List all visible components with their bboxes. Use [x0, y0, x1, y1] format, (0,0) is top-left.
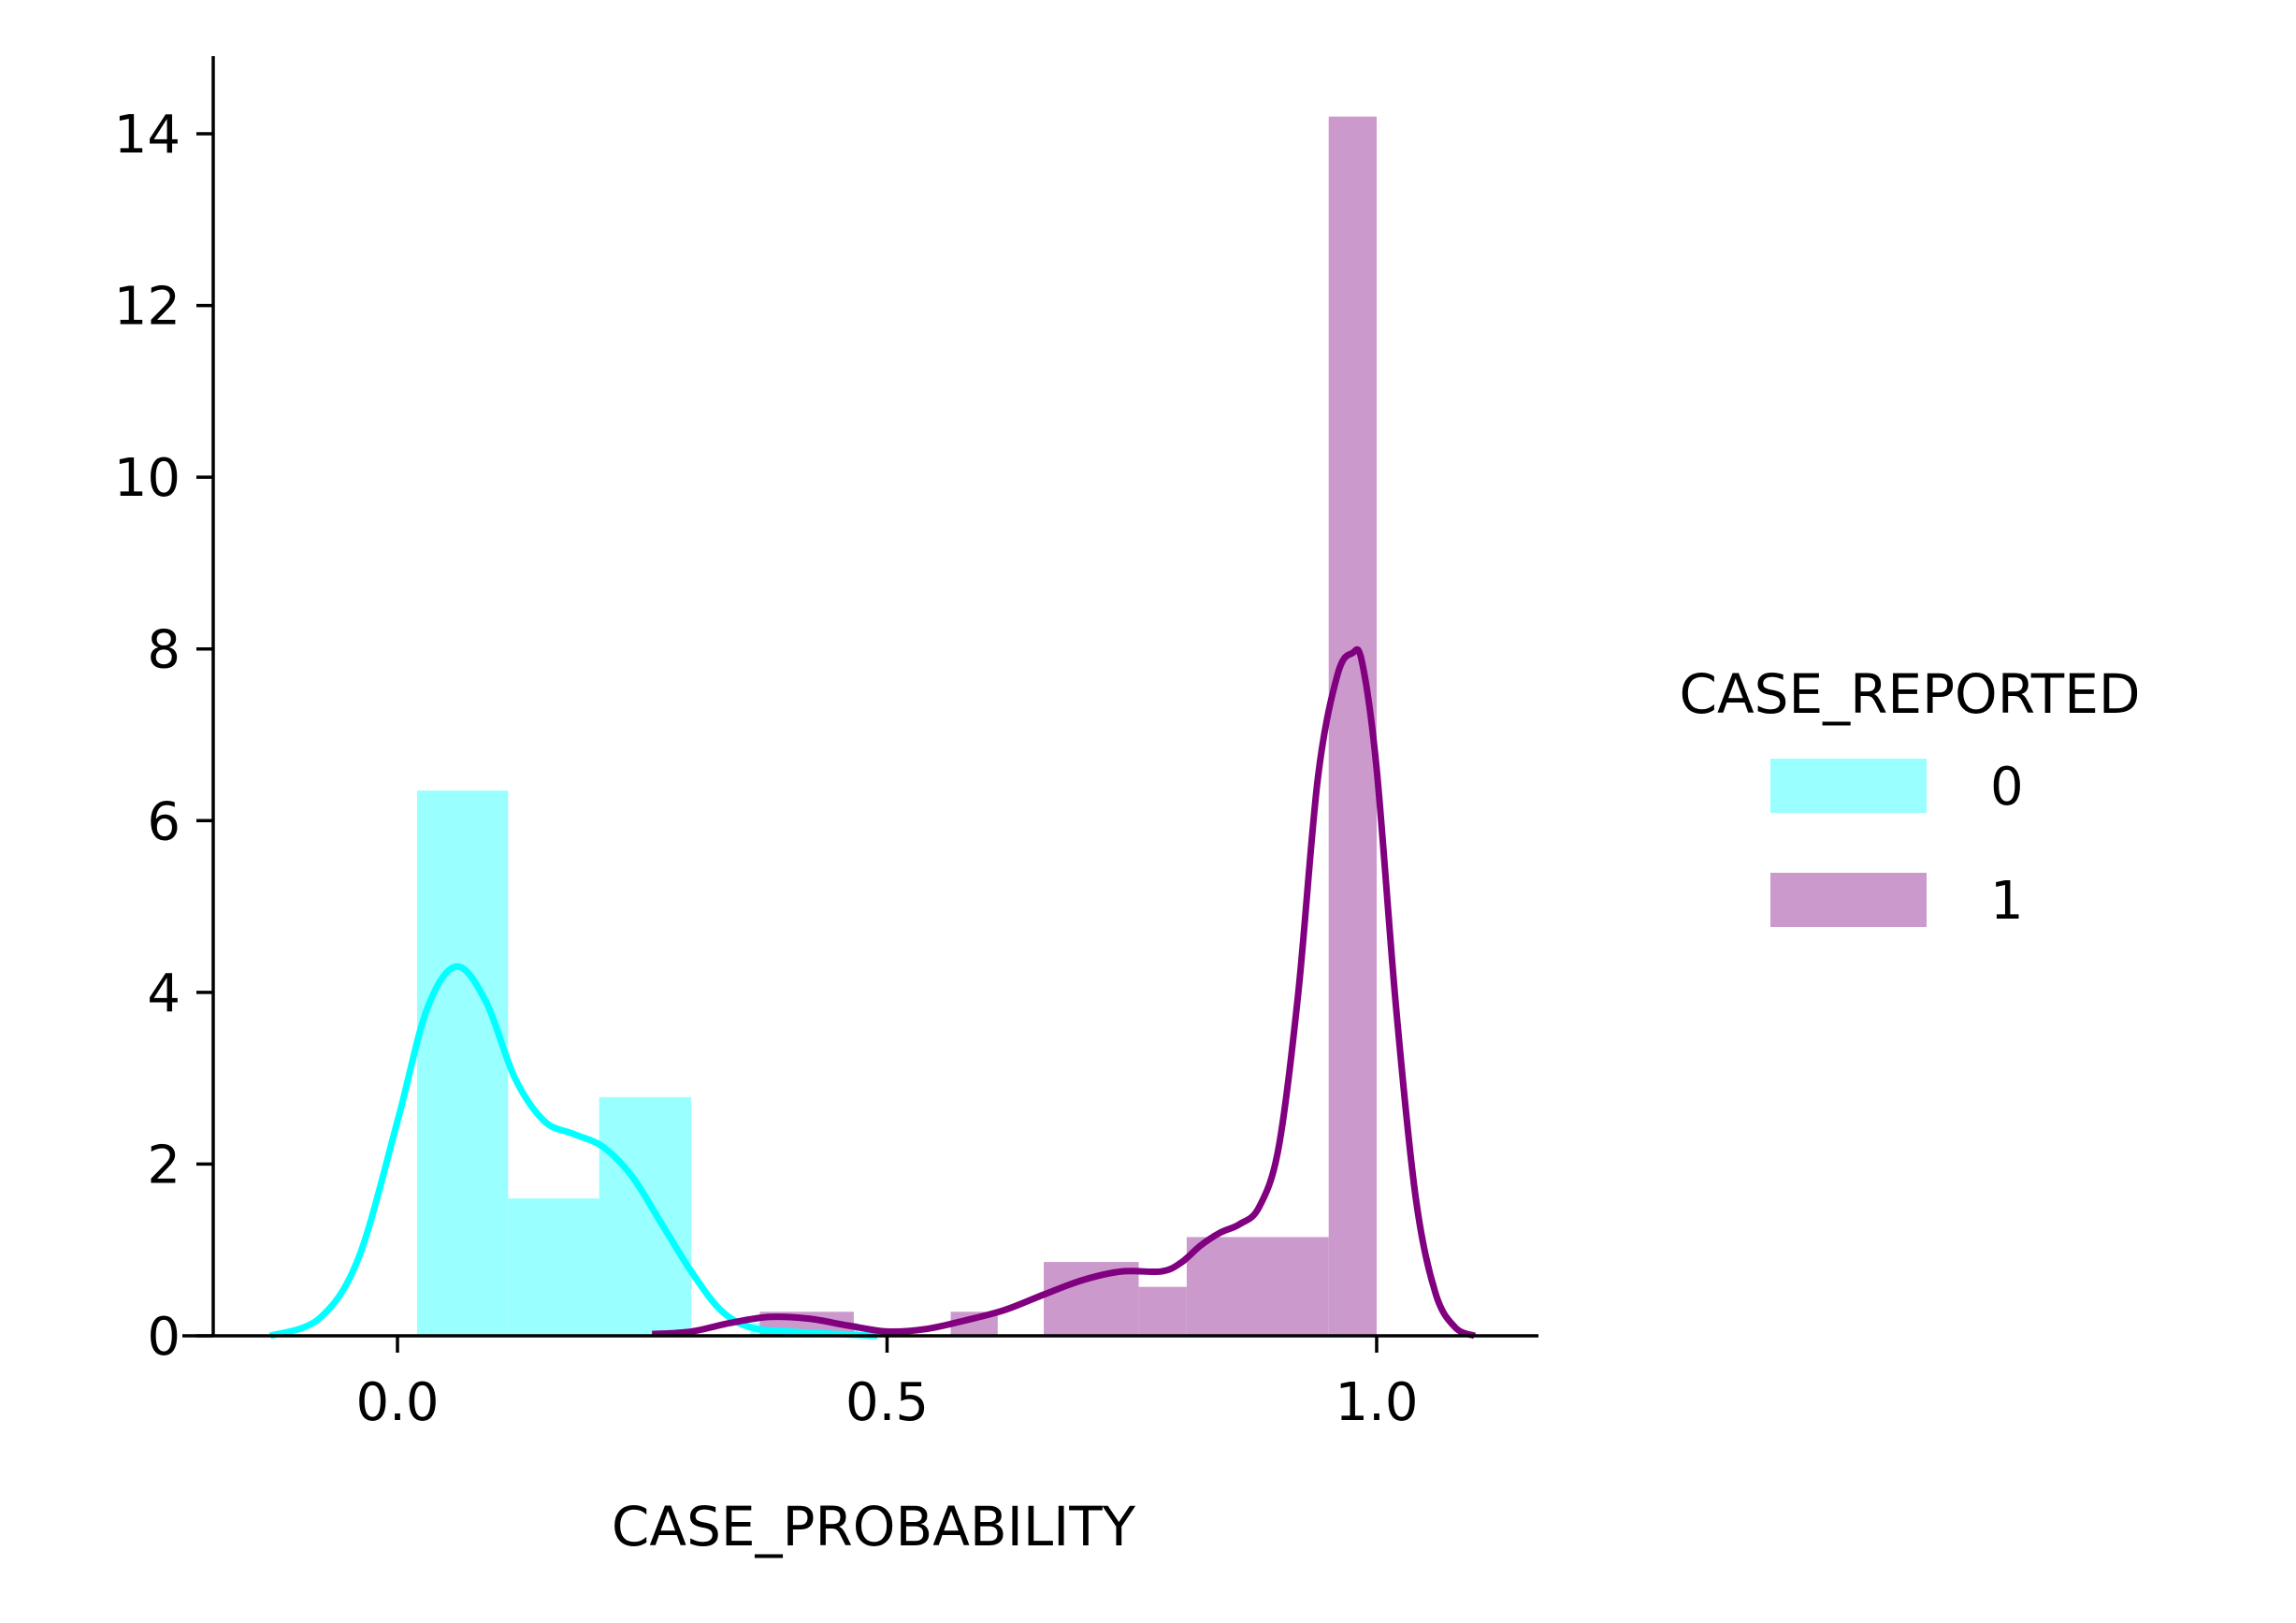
legend-swatch-0 [1770, 759, 1927, 813]
x-tick-label-0.0: 0.0 [355, 1372, 439, 1433]
y-tick-label-14: 14 [114, 105, 181, 166]
x-axis-label: CASE_PROBABILITY [612, 1495, 1136, 1558]
y-tick-label-4: 4 [147, 964, 181, 1024]
x-tick-label-1.0: 1.0 [1335, 1372, 1418, 1433]
legend: CASE_REPORTED 0 1 [1679, 662, 2140, 932]
bar-series-1-bin-4 [1186, 1237, 1329, 1336]
legend-label-0: 0 [1990, 757, 2024, 818]
bar-series-1-bin-3 [1138, 1286, 1187, 1336]
y-tick-label-12: 12 [114, 277, 181, 338]
ticks: 0 2 4 6 8 10 12 14 0.0 0.5 1.0 [114, 105, 1419, 1433]
y-tick-label-10: 10 [114, 448, 181, 509]
y-tick-label-0: 0 [147, 1307, 181, 1368]
legend-label-1: 1 [1990, 871, 2024, 932]
legend-title: CASE_REPORTED [1679, 662, 2140, 726]
histogram-bars [416, 116, 1377, 1337]
x-tick-label-0.5: 0.5 [845, 1372, 929, 1433]
kde-lines [268, 645, 1477, 1340]
kde-line-series-0 [268, 963, 878, 1340]
bar-series-1-bin-5 [1328, 116, 1377, 1337]
axes [182, 56, 1538, 1338]
bar-series-0-bin-2 [599, 1096, 692, 1336]
legend-swatch-1 [1770, 873, 1927, 927]
y-tick-label-8: 8 [147, 620, 181, 681]
kde-line-series-1 [651, 645, 1477, 1340]
y-tick-label-2: 2 [147, 1135, 181, 1196]
y-tick-label-6: 6 [147, 791, 181, 852]
bar-series-0-bin-1 [508, 1198, 599, 1336]
bar-series-0-bin-0 [416, 790, 509, 1336]
